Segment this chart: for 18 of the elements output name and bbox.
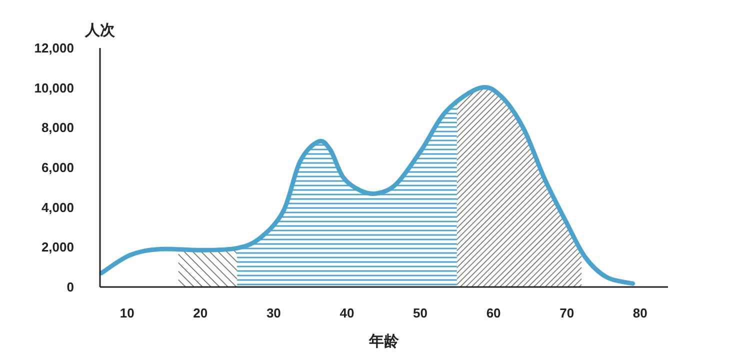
y-tick-label: 2,000 [41, 240, 74, 255]
x-axis-title: 年龄 [368, 332, 400, 350]
x-tick-label: 80 [632, 306, 648, 320]
x-tick-label: 20 [193, 306, 208, 320]
y-tick-label: 8,000 [41, 120, 74, 136]
x-tick-label: 50 [413, 306, 428, 320]
line-series [99, 85, 636, 286]
y-tick-label: 0 [66, 280, 74, 294]
x-tick-label: 70 [560, 306, 574, 320]
x-tick-label: 30 [266, 306, 281, 320]
x-tick-label: 10 [120, 306, 134, 320]
x-tick-label: 40 [340, 306, 354, 320]
y-tick-label: 6,000 [41, 160, 74, 175]
y-tick-label: 4,000 [41, 200, 74, 215]
y-tick-label: 12,000 [34, 40, 74, 56]
x-tick-label: 60 [486, 306, 501, 320]
y-axis-title: 人次 [84, 21, 116, 39]
y-tick-label: 10,000 [34, 80, 74, 96]
